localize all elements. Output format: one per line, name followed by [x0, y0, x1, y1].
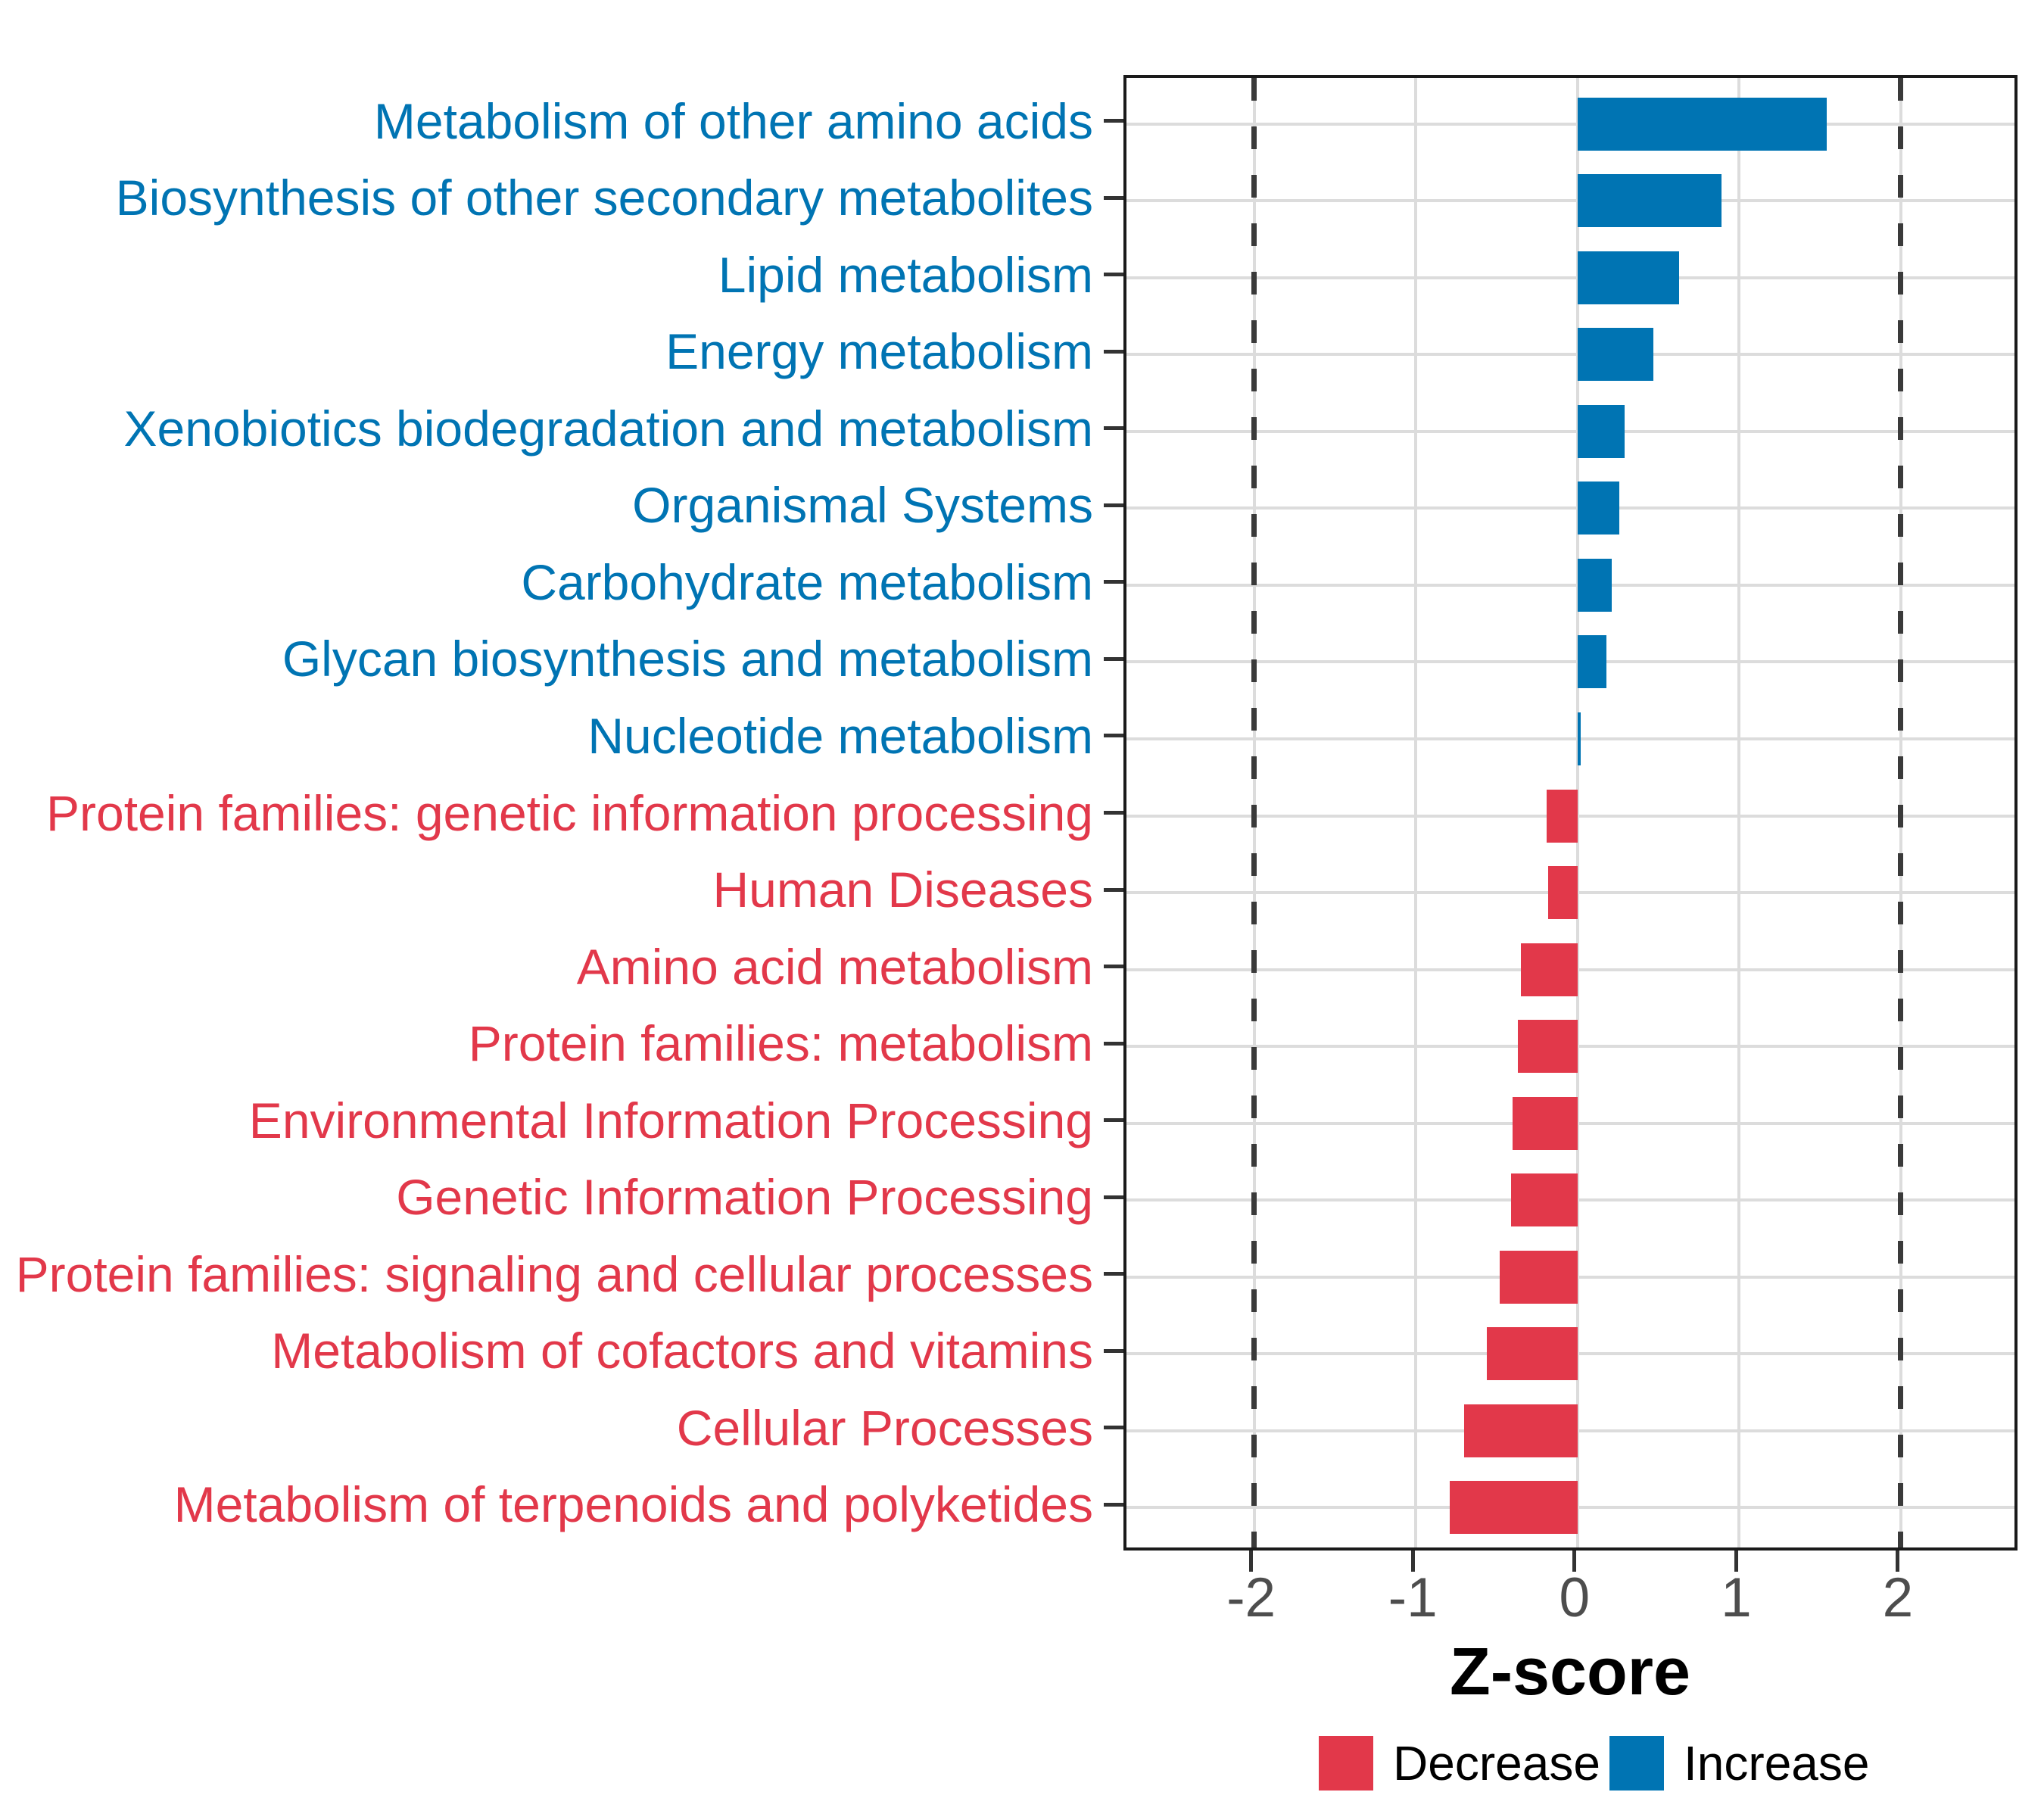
category-label: Carbohydrate metabolism — [521, 553, 1093, 610]
gridline-horizontal — [1126, 353, 2014, 357]
category-label: Cellular Processes — [676, 1399, 1093, 1456]
legend-label-increase: Increase — [1684, 1736, 1870, 1791]
y-axis-tick — [1104, 965, 1123, 969]
category-label: Biosynthesis of other secondary metaboli… — [115, 170, 1093, 226]
category-label: Protein families: signaling and cellular… — [15, 1245, 1093, 1302]
bar — [1464, 1404, 1578, 1457]
gridline-horizontal — [1126, 506, 2014, 510]
category-label: Amino acid metabolism — [576, 938, 1093, 995]
category-label: Protein families: metabolism — [468, 1015, 1093, 1072]
y-axis-tick — [1104, 1041, 1123, 1046]
y-axis-tick — [1104, 656, 1123, 661]
y-axis-tick — [1104, 1272, 1123, 1276]
x-tick-label: 1 — [1721, 1567, 1752, 1628]
bar — [1517, 1020, 1578, 1074]
category-label: Organismal Systems — [632, 477, 1093, 534]
gridline-horizontal — [1126, 276, 2014, 279]
bar — [1577, 635, 1607, 689]
category-label: Metabolism of terpenoids and polyketides — [173, 1476, 1093, 1533]
y-axis-tick — [1104, 195, 1123, 200]
category-label: Genetic Information Processing — [396, 1169, 1093, 1226]
bar — [1513, 1096, 1578, 1150]
bar — [1511, 1173, 1578, 1227]
legend-swatch-increase — [1609, 1736, 1664, 1791]
x-tick-label: -1 — [1388, 1567, 1438, 1628]
reference-line — [1251, 78, 1257, 1547]
plot-panel — [1123, 75, 2018, 1551]
x-axis-tick — [1410, 1551, 1415, 1572]
legend-label-decrease: Decrease — [1393, 1736, 1600, 1791]
gridline-vertical — [1737, 78, 1741, 1547]
bar — [1577, 328, 1654, 382]
y-axis-tick — [1104, 811, 1123, 815]
category-label: Human Diseases — [712, 862, 1093, 918]
y-axis-tick — [1104, 1348, 1123, 1353]
y-axis-tick — [1104, 1118, 1123, 1123]
gridline-horizontal — [1126, 737, 2014, 740]
gridline-horizontal — [1126, 122, 2014, 126]
y-axis-tick — [1104, 734, 1123, 738]
gridline-horizontal — [1126, 199, 2014, 203]
bar — [1548, 866, 1578, 919]
y-axis-tick — [1104, 349, 1123, 354]
category-label: Nucleotide metabolism — [587, 707, 1093, 764]
category-label: Energy metabolism — [665, 323, 1093, 380]
bar — [1577, 712, 1581, 765]
category-label: Xenobiotics biodegradation and metabolis… — [123, 400, 1094, 457]
bar — [1577, 482, 1620, 535]
x-axis-tick — [1572, 1551, 1577, 1572]
x-axis-tick — [1249, 1551, 1254, 1572]
bar — [1577, 97, 1827, 151]
y-axis-tick — [1104, 887, 1123, 892]
bar — [1577, 558, 1612, 612]
x-tick-label: -2 — [1226, 1567, 1276, 1628]
x-tick-label: 0 — [1559, 1567, 1591, 1628]
y-axis-tick — [1104, 273, 1123, 277]
y-axis-tick — [1104, 580, 1123, 584]
reference-line — [1898, 78, 1904, 1547]
category-label: Metabolism of other amino acids — [373, 92, 1093, 149]
category-label: Protein families: genetic information pr… — [45, 784, 1093, 841]
bar — [1577, 251, 1680, 304]
bar — [1577, 174, 1722, 228]
bar — [1577, 404, 1625, 458]
y-axis-tick — [1104, 503, 1123, 507]
bar — [1521, 943, 1578, 996]
bar — [1487, 1327, 1578, 1381]
gridline-horizontal — [1126, 429, 2014, 433]
y-axis-tick — [1104, 426, 1123, 431]
x-axis-tick — [1734, 1551, 1738, 1572]
bar — [1500, 1250, 1578, 1304]
bar — [1547, 789, 1578, 843]
category-label: Glycan biosynthesis and metabolism — [282, 631, 1093, 687]
legend-swatch-decrease — [1319, 1736, 1373, 1791]
y-axis-tick — [1104, 1426, 1123, 1430]
category-label: Environmental Information Processing — [248, 1092, 1093, 1148]
gridline-vertical — [1414, 78, 1418, 1547]
gridline-horizontal — [1126, 660, 2014, 664]
x-tick-label: 2 — [1882, 1567, 1914, 1628]
y-axis-tick — [1104, 1502, 1123, 1507]
y-axis-tick — [1104, 1195, 1123, 1199]
category-label: Metabolism of cofactors and vitamins — [271, 1323, 1093, 1379]
x-axis-tick — [1896, 1551, 1900, 1572]
gridline-vertical — [1575, 78, 1579, 1547]
y-axis-tick — [1104, 119, 1123, 123]
bar — [1450, 1481, 1578, 1535]
category-label: Lipid metabolism — [718, 246, 1093, 303]
x-axis-title: Z-score — [1450, 1634, 1690, 1709]
gridline-horizontal — [1126, 583, 2014, 587]
